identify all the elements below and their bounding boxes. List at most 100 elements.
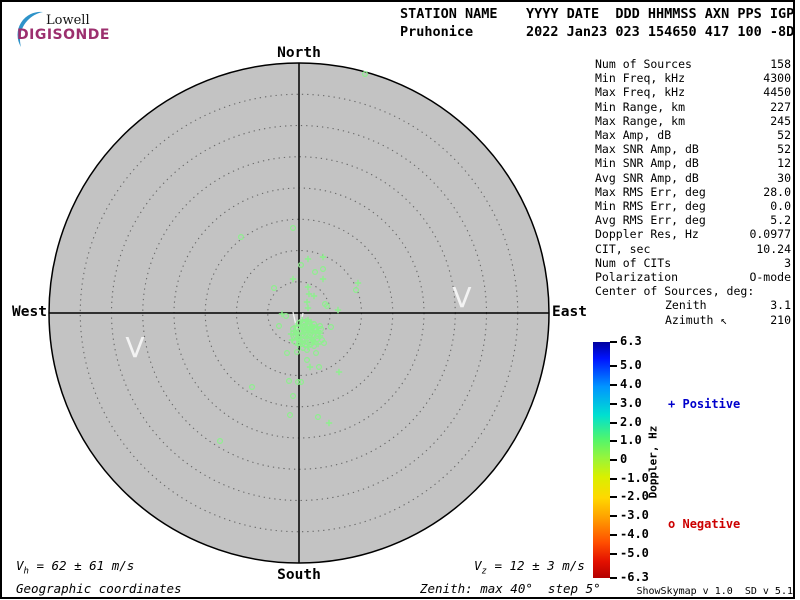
watermark-v-glyph: V — [452, 281, 471, 314]
colorbar-tick-label: 3.0 — [620, 395, 642, 410]
stats-row-label: CIT, sec — [595, 241, 651, 256]
source-point-negative — [324, 303, 331, 310]
stats-row: Max Amp, dB 52 — [595, 128, 791, 142]
horizontal-velocity-value: Vh = 62 ± 61 m/s — [16, 558, 135, 577]
source-point-positive — [335, 368, 343, 376]
colorbar-tick — [610, 496, 617, 499]
stats-row-label: Max Freq, kHz — [595, 85, 686, 100]
stats-row-label: Zenith — [665, 298, 707, 313]
stats-row-label: Polarization — [595, 270, 679, 285]
colorbar-tick-label: -4.0 — [620, 526, 649, 541]
legend-positive: + Positive — [668, 397, 740, 411]
header-station-value: Pruhonice — [400, 24, 474, 40]
source-point-negative — [271, 285, 278, 292]
stats-row: Num of CITs 3 — [595, 256, 791, 270]
source-point-negative — [298, 379, 305, 386]
colorbar-tick-label: -1.0 — [620, 470, 649, 485]
colorbar-tick-label: -5.0 — [620, 545, 649, 560]
source-point-positive — [288, 336, 296, 344]
doppler-colorbar: 6.3 5.0 4.0 3.0 2.0 1.0 0 -1.0 -2.0 -3.0 -4.0 -5.0 -… — [593, 334, 688, 584]
legend-positive-label: Positive — [682, 397, 741, 411]
source-point-positive — [304, 255, 312, 263]
stats-row-value: 4450 — [763, 85, 791, 100]
colorbar-tick — [610, 477, 617, 480]
colorbar-tick-label: 6.3 — [620, 334, 642, 348]
stats-row-label: Max Range, km — [595, 113, 686, 128]
north-label: North — [277, 45, 321, 61]
colorbar-tick — [610, 552, 617, 555]
colorbar-tick — [610, 421, 617, 424]
stats-row: Doppler Res, Hz 0.0977 — [595, 227, 791, 241]
source-point-negative — [362, 70, 369, 77]
stats-row: Avg RMS Err, deg 5.2 — [595, 213, 791, 227]
source-point-positive — [310, 292, 318, 300]
source-point-negative — [312, 269, 319, 276]
header-station-name-label: STATION NAME — [400, 6, 498, 22]
source-point-negative — [296, 340, 303, 347]
source-point-negative — [276, 323, 283, 330]
colorbar-tick — [610, 577, 617, 579]
legend-negative-label: Negative — [682, 517, 741, 531]
colorbar-gradient — [593, 342, 610, 578]
source-point-negative — [313, 350, 320, 357]
source-point-negative — [290, 326, 297, 333]
source-point-negative — [298, 262, 305, 269]
source-point-negative — [304, 357, 311, 364]
stats-row: Max SNR Amp, dB 52 — [595, 142, 791, 156]
stats-row-label: Center of Sources, deg: — [595, 284, 755, 299]
source-point-positive — [302, 317, 310, 325]
stats-row-label: Max SNR Amp, dB — [595, 142, 699, 157]
stats-panel: Num of Sources 158 Min Freq, kHz 4300 Max Fr… — [595, 57, 791, 327]
stats-row-label: Min Range, km — [595, 99, 686, 114]
lowell-crescent-logo-icon — [17, 11, 43, 47]
source-point-negative — [316, 364, 323, 371]
stats-row: CIT, sec 10.24 — [595, 242, 791, 256]
stats-row: Min RMS Err, deg 0.0 — [595, 199, 791, 213]
colorbar-axis-label: Doppler, Hz — [646, 425, 660, 499]
stats-row: Max RMS Err, deg 28.0 — [595, 185, 791, 199]
logo-lowell-text: Lowell — [46, 13, 90, 28]
colorbar-tick-label: 2.0 — [620, 414, 642, 429]
stats-row: Min Range, km 227 — [595, 100, 791, 114]
stats-row-value: 5.2 — [770, 213, 791, 228]
header-columns-label: YYYY DATE DDD HHMMSS AXN PPS IGP — [526, 6, 795, 22]
source-point-negative — [315, 414, 322, 421]
stats-row: Num of Sources 158 — [595, 57, 791, 71]
stats-row-value: 210 — [770, 312, 791, 327]
source-point-positive — [308, 321, 316, 329]
source-point-positive — [304, 304, 312, 312]
stats-row-label: Avg SNR Amp, dB — [595, 170, 699, 185]
stats-row-value: 3 — [784, 255, 791, 270]
header-datetime-value: 2022 Jan23 023 154650 417 100 -8D — [526, 24, 795, 40]
coordinate-system-label: Geographic coordinates — [16, 581, 182, 596]
colorbar-tick-label: 4.0 — [620, 377, 642, 392]
source-point-positive — [304, 283, 312, 291]
source-point-negative — [284, 350, 291, 357]
source-point-negative — [286, 378, 293, 385]
south-label: South — [277, 567, 321, 583]
stats-row-label: Min SNR Amp, dB — [595, 156, 699, 171]
colorbar-tick — [610, 384, 617, 387]
source-point-negative — [318, 326, 325, 333]
colorbar-tick — [610, 533, 617, 536]
stats-row: Azimuth ↖ 210 — [595, 313, 791, 327]
stats-row-label: Doppler Res, Hz — [595, 227, 699, 242]
east-label: East — [552, 304, 587, 320]
colorbar-tick — [610, 515, 617, 518]
colorbar-tick-label: -2.0 — [620, 489, 649, 504]
source-point-negative — [249, 384, 256, 391]
source-point-negative — [238, 234, 245, 241]
source-point-negative — [304, 332, 311, 339]
stats-row: Center of Sources, deg: — [595, 284, 791, 298]
source-point-negative — [295, 379, 302, 386]
colorbar-tick — [610, 459, 617, 461]
app-version-label: ShowSkymap v 1.0 SD v 5.1 — [636, 586, 793, 597]
legend-negative: o Negative — [668, 517, 740, 531]
source-point-negative — [328, 324, 335, 331]
source-point-positive — [334, 306, 342, 314]
stats-row-value: 10.24 — [756, 241, 791, 256]
source-point-positive — [298, 338, 306, 346]
colorbar-tick-label: -6.3 — [620, 570, 649, 584]
source-point-negative — [287, 412, 294, 419]
